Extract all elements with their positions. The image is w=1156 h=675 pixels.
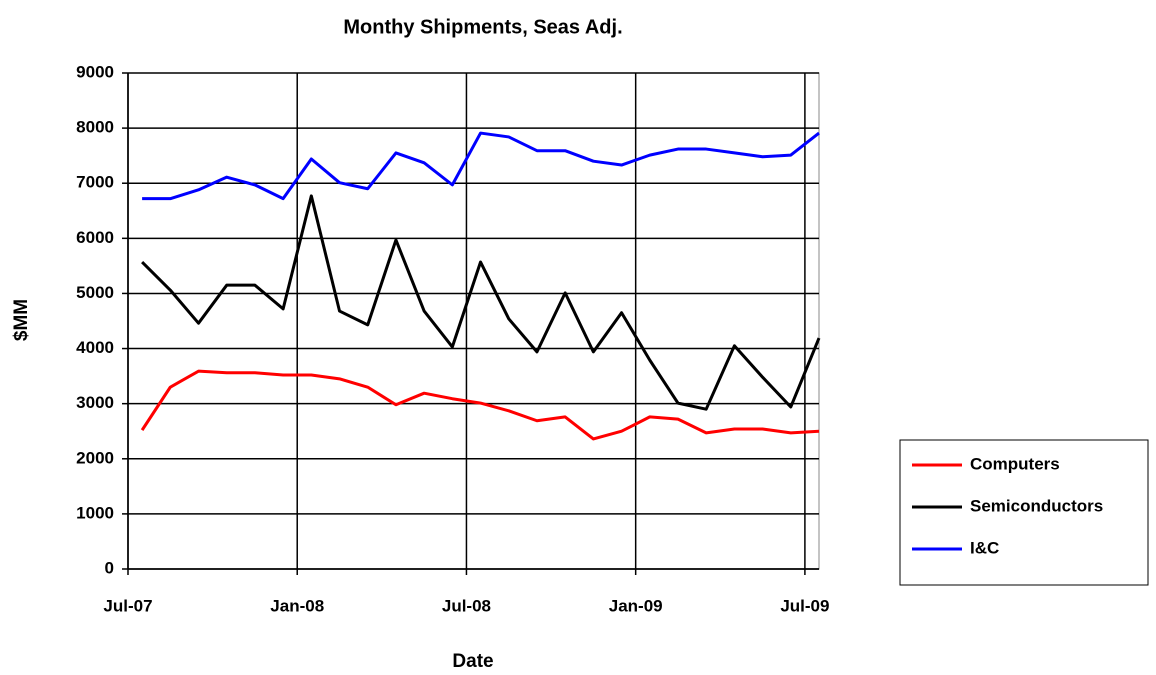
y-tick-label: 8000 (76, 118, 114, 137)
x-tick-label: Jul-08 (442, 596, 491, 615)
chart-title: Monthy Shipments, Seas Adj. (343, 16, 622, 38)
x-tick-label: Jan-08 (270, 596, 324, 615)
line-series (141, 194, 821, 411)
line-series (142, 131, 820, 201)
legend-label: Semiconductors (970, 496, 1103, 515)
y-tick-label: 5000 (76, 283, 114, 302)
y-tick-label: 3000 (76, 393, 114, 412)
y-axis-label: $MM (11, 299, 32, 341)
y-tick-label: 9000 (76, 62, 114, 81)
y-tick-label: 6000 (76, 228, 114, 247)
x-tick-label: Jul-07 (103, 596, 152, 615)
x-axis-label: Date (452, 651, 493, 672)
y-tick-label: 7000 (76, 173, 114, 192)
y-tick-label: 0 (105, 558, 114, 577)
legend-label: Computers (970, 454, 1060, 473)
legend-label: I&C (970, 538, 999, 557)
y-tick-label: 1000 (76, 503, 114, 522)
x-tick-label: Jul-09 (780, 596, 829, 615)
y-tick-label: 2000 (76, 448, 114, 467)
y-tick-label: 4000 (76, 338, 114, 357)
line-series (140, 369, 820, 441)
plot-area (127, 72, 820, 570)
x-tick-label: Jan-09 (609, 596, 663, 615)
